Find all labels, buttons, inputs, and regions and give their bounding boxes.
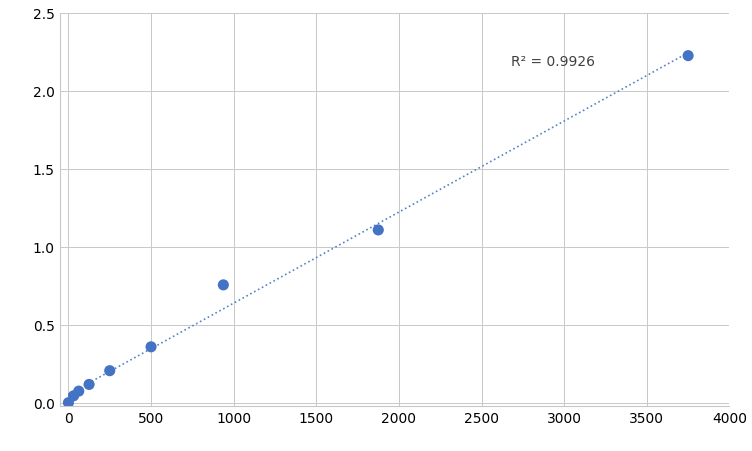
Point (145, 344, 157, 351)
Point (68, 392, 80, 400)
Point (217, 281, 229, 289)
Point (62, 399, 74, 406)
Point (372, 227, 384, 234)
Point (83, 381, 95, 388)
Text: R² = 0.9926: R² = 0.9926 (511, 55, 596, 69)
Point (682, 53, 694, 60)
Point (104, 367, 116, 374)
Point (73, 388, 85, 395)
